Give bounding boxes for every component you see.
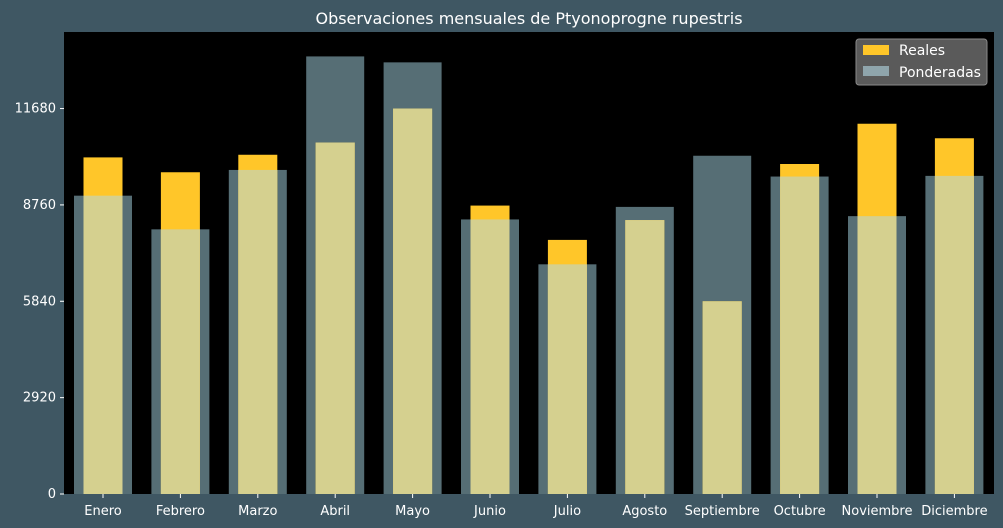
- x-tick-label-marzo: Marzo: [238, 504, 277, 519]
- y-axis: 0 2920 5840 8760 11680: [15, 102, 64, 502]
- x-tick-label-noviembre: Noviembre: [842, 504, 913, 519]
- x-tick-label-diciembre: Diciembre: [921, 504, 987, 519]
- y-tick-label-0: 0: [48, 487, 56, 502]
- bar-overlap-noviembre: [857, 216, 897, 494]
- x-tick-label-febrero: Febrero: [156, 504, 205, 519]
- bar-overlap-septiembre: [702, 301, 742, 494]
- x-tick-label-septiembre: Septiembre: [685, 504, 760, 519]
- legend-swatch-ponderadas: [863, 66, 889, 76]
- x-tick-label-junio: Junio: [473, 504, 506, 519]
- x-tick-label-abril: Abril: [320, 504, 350, 519]
- plot-area: [64, 32, 994, 494]
- bar-overlap-octubre: [780, 176, 820, 495]
- x-tick-label-mayo: Mayo: [395, 504, 430, 519]
- legend-swatch-reales: [863, 45, 889, 55]
- chart-title: Observaciones mensuales de Ptyonoprogne …: [315, 9, 742, 28]
- bar-overlap-mayo: [393, 108, 433, 494]
- x-tick-label-agosto: Agosto: [622, 504, 667, 519]
- y-tick-label-2920: 2920: [23, 391, 56, 406]
- bar-overlap-agosto: [625, 220, 665, 494]
- x-tick-label-julio: Julio: [553, 504, 581, 519]
- bar-overlap-junio: [470, 219, 510, 494]
- bar-overlap-diciembre: [934, 175, 974, 494]
- y-tick-label-11680: 11680: [15, 102, 56, 117]
- legend: Reales Ponderadas: [855, 38, 988, 86]
- legend-label-ponderadas: Ponderadas: [899, 65, 981, 81]
- bar-overlap-marzo: [238, 169, 278, 494]
- x-tick-label-enero: Enero: [84, 504, 122, 519]
- bar-overlap-julio: [547, 264, 587, 494]
- y-tick-label-8760: 8760: [23, 198, 56, 213]
- bar-overlap-abril: [315, 142, 355, 495]
- x-tick-label-octubre: Octubre: [774, 504, 826, 519]
- legend-label-reales: Reales: [899, 43, 945, 59]
- bar-overlap-enero: [83, 195, 123, 494]
- bar-overlap-febrero: [160, 229, 200, 494]
- y-tick-label-5840: 5840: [23, 294, 56, 309]
- x-axis: Enero Febrero Marzo Abril Mayo Junio Julio Agos…: [84, 494, 988, 519]
- overlap-layer: [83, 108, 974, 495]
